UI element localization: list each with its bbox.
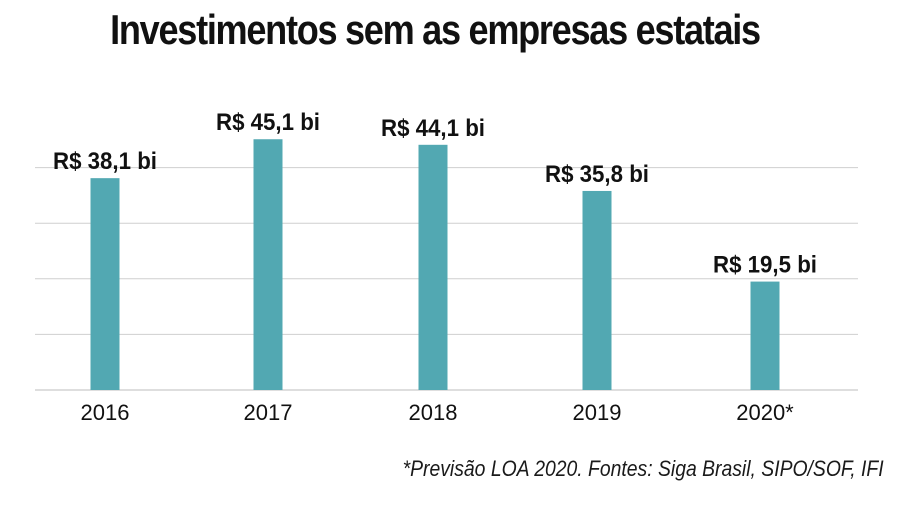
bar-2016 [90, 178, 120, 390]
value-label: R$ 38,1 bi [53, 148, 157, 175]
bars [90, 139, 780, 390]
x-tick-labels: 2016 2017 2018 2019 2020* [81, 400, 795, 425]
x-tick-label: 2016 [81, 400, 130, 425]
x-tick-label: 2020* [736, 400, 794, 425]
value-labels: R$ 38,1 bi R$ 45,1 bi R$ 44,1 bi R$ 35,8 bi… [53, 109, 817, 278]
value-label: R$ 19,5 bi [713, 252, 817, 279]
x-tick-label: 2018 [409, 400, 458, 425]
x-tick-label: 2017 [244, 400, 293, 425]
chart-title: Investimentos sem as empresas estatais [110, 6, 761, 53]
bar-2019 [582, 190, 612, 390]
value-label: R$ 35,8 bi [545, 161, 649, 188]
chart-footnote: *Previsão LOA 2020. Fontes: Siga Brasil,… [403, 456, 884, 481]
bar-2017 [253, 139, 283, 390]
x-tick-label: 2019 [573, 400, 622, 425]
value-label: R$ 44,1 bi [381, 115, 485, 142]
bar-2018 [418, 144, 448, 390]
value-label: R$ 45,1 bi [216, 109, 320, 136]
bar-2020 [750, 281, 780, 390]
